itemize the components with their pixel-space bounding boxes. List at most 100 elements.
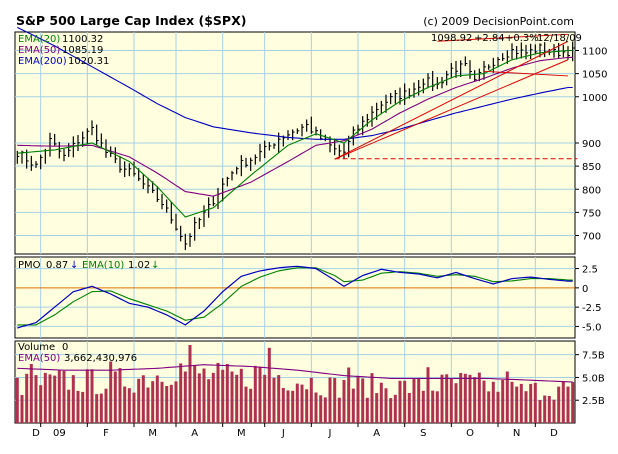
volume-bar: [379, 382, 383, 423]
x-tick-label: O: [466, 428, 474, 439]
price-tick-label: 700: [582, 232, 601, 243]
volume-bar: [519, 383, 523, 423]
quote-pct: +0.3%: [505, 33, 539, 44]
volume-bar: [258, 366, 262, 423]
price-tick-label: 1100: [582, 47, 607, 58]
volume-bar: [174, 381, 178, 423]
volume-bar: [375, 393, 379, 423]
volume-bar: [487, 391, 491, 423]
volume-bar: [412, 378, 416, 423]
volume-bar: [566, 386, 570, 423]
volume-bar: [524, 391, 528, 423]
price-tick-label: 900: [582, 139, 601, 150]
pmo-line: [17, 265, 573, 329]
copyright: (c) 2009 DecisionPoint.com: [423, 15, 574, 28]
x-tick-label: S: [420, 428, 426, 439]
legend-ema50-label: EMA(50): [18, 45, 60, 56]
volume-bar: [291, 390, 295, 423]
volume-bar: [183, 371, 187, 423]
volume-bar: [197, 373, 201, 423]
volume-bar: [193, 365, 197, 423]
volume-bar: [57, 370, 61, 423]
volume-bar: [477, 372, 481, 423]
volume-bar: [454, 383, 458, 423]
volume-bar: [263, 374, 267, 423]
volume-bar: [496, 391, 500, 423]
pmo-tick-label: -5.0: [582, 322, 602, 333]
volume-bar: [71, 375, 75, 423]
volume-bar: [365, 397, 369, 423]
volume-bar: [277, 375, 281, 423]
legend-ema200-value: 1020.31: [68, 56, 109, 67]
volume-bar: [403, 380, 407, 423]
x-tick-label: D: [550, 428, 558, 439]
volume-bar: [571, 382, 575, 423]
volume-bar: [253, 365, 257, 423]
price-legend: EMA(20) 1100.32 EMA(50) 1085.19 EMA(200)…: [18, 34, 109, 67]
volume-bar: [543, 395, 547, 423]
volume-bar: [309, 377, 313, 423]
volume-bar: [202, 368, 206, 423]
quote-last: 1098.92: [431, 33, 472, 44]
volume-bar: [39, 385, 43, 423]
volume-bar: [370, 373, 374, 423]
volume-bar: [342, 380, 346, 423]
volume-bar: [463, 373, 467, 423]
volume-bar: [305, 389, 309, 423]
volume-bar: [319, 395, 323, 423]
volume-bar: [351, 388, 355, 423]
price-tick-label: 850: [582, 162, 601, 173]
volume-bar: [407, 393, 411, 423]
volume-bar: [505, 371, 509, 423]
trendline: [483, 70, 569, 77]
price-tick-label: 1000: [582, 93, 607, 104]
volume-bar: [281, 387, 285, 423]
pmo-label: PMO: [18, 260, 41, 271]
volume-bar: [552, 399, 556, 423]
volume-bar: [272, 377, 276, 423]
volume-bar: [300, 384, 304, 423]
volume-bar: [491, 381, 495, 423]
volume-bar: [347, 367, 351, 423]
volume-bar: [337, 397, 341, 423]
volume-bar: [20, 395, 24, 423]
volume-bar: [431, 390, 435, 423]
volume-bar: [557, 386, 561, 423]
volume-label: Volume: [18, 342, 55, 353]
volume-bar: [249, 388, 253, 423]
price-tick-label: 1050: [582, 70, 607, 81]
volume-bar: [155, 375, 159, 423]
trendline: [334, 59, 569, 160]
volume-bar: [244, 386, 248, 423]
x-tick-label: A: [373, 428, 380, 439]
x-tick-label: M: [148, 428, 157, 439]
volume-bar: [356, 375, 360, 423]
volume-bar: [169, 384, 173, 423]
volume-bar: [267, 347, 271, 423]
volume-value: 0: [62, 342, 68, 353]
volume-bar: [235, 374, 239, 423]
pmo-legend: PMO 0.87 ↓ EMA(10) 1.02 ↓: [18, 260, 159, 271]
volume-panel-content: 7.5B 5.0B 2.5B: [15, 341, 605, 423]
volume-bar: [225, 364, 229, 423]
x-tick-label: J: [328, 428, 332, 439]
ema50-line: [17, 56, 573, 197]
price-tick-label: 750: [582, 208, 601, 219]
volume-bar: [90, 369, 94, 423]
volume-bar: [95, 394, 99, 423]
volume-bar: [440, 374, 444, 423]
pmo-ema-value: 1.02: [128, 260, 150, 271]
volume-bar: [48, 374, 52, 423]
quote-date: 12/18/09: [537, 33, 582, 44]
x-tick-label: 09: [53, 428, 66, 439]
volume-bar: [221, 369, 225, 423]
volume-bar: [389, 398, 393, 423]
volume-bar: [230, 371, 234, 423]
pmo-tick-label: 2.5: [582, 265, 598, 276]
volume-bar: [445, 374, 449, 423]
volume-bar: [151, 381, 155, 423]
volume-bar: [361, 378, 365, 423]
volume-bar: [85, 369, 89, 423]
trendline: [334, 40, 569, 160]
